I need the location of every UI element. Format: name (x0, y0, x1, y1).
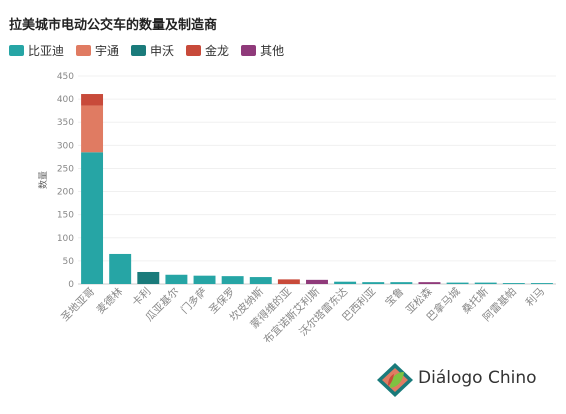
bar-segment (249, 277, 272, 284)
bar-segment (362, 282, 385, 284)
bar-segment (530, 283, 553, 284)
x-tick-label: 门多萨 (178, 285, 209, 316)
legend: 比亚迪 宇通 申沃 金龙 其他 (9, 42, 284, 59)
bar-segment (81, 105, 104, 153)
y-tick-label: 250 (57, 164, 74, 174)
bar-segment (446, 282, 469, 284)
x-tick-label: 圣地亚哥 (58, 285, 97, 324)
dialogo-chino-logo: Diálogo Chino (376, 362, 537, 398)
x-tick-label: 利马 (524, 286, 547, 309)
legend-swatch (9, 45, 24, 56)
legend-swatch (131, 45, 147, 56)
y-tick-label: 300 (57, 141, 74, 151)
bar-segment (334, 281, 357, 284)
x-tick-label: 麦德林 (94, 285, 126, 317)
y-tick-label: 50 (63, 257, 75, 267)
legend-label: 申沃 (150, 44, 175, 58)
y-tick-label: 100 (57, 234, 74, 244)
bar-segment (502, 283, 525, 284)
bar-segment (193, 275, 216, 284)
bar-segment (221, 276, 244, 284)
legend-swatch (241, 45, 257, 56)
bar-segment (390, 282, 413, 284)
logo-text: Diálogo Chino (418, 368, 537, 388)
legend-swatch (186, 45, 202, 56)
bar-segment (109, 253, 132, 284)
y-tick-label: 350 (57, 118, 74, 128)
legend-item-4[interactable]: 其他 (241, 42, 284, 59)
legend-label: 其他 (260, 44, 285, 58)
legend-item-3[interactable]: 金龙 (186, 42, 229, 59)
logo-mark-icon (377, 363, 413, 397)
y-axis-label: 数量 (37, 171, 49, 189)
bar-segment (137, 271, 160, 284)
legend-label: 金龙 (205, 44, 230, 58)
legend-item-2[interactable]: 申沃 (131, 42, 174, 59)
bar-segment (474, 282, 497, 284)
y-tick-label: 200 (57, 188, 74, 198)
y-tick-label: 450 (57, 72, 74, 82)
legend-item-1[interactable]: 宇通 (76, 42, 119, 59)
x-tick-label: 卡利 (129, 285, 153, 309)
bar-segment (81, 152, 104, 284)
legend-label: 比亚迪 (28, 44, 65, 58)
y-tick-label: 150 (57, 211, 74, 221)
x-tick-label: 宝鲁 (382, 285, 406, 309)
bar-segment (81, 94, 104, 106)
chart-title: 拉美城市电动公交车的数量及制造商 (9, 18, 218, 33)
y-tick-label: 400 (57, 95, 74, 105)
bar-segment (277, 279, 300, 284)
bar-segment (306, 279, 328, 284)
legend-swatch (76, 45, 92, 56)
bar-segment (418, 282, 441, 284)
legend-label: 宇通 (95, 44, 120, 58)
bar-segment (165, 274, 188, 284)
y-tick-label: 0 (68, 280, 74, 290)
legend-item-0[interactable]: 比亚迪 (9, 42, 64, 59)
